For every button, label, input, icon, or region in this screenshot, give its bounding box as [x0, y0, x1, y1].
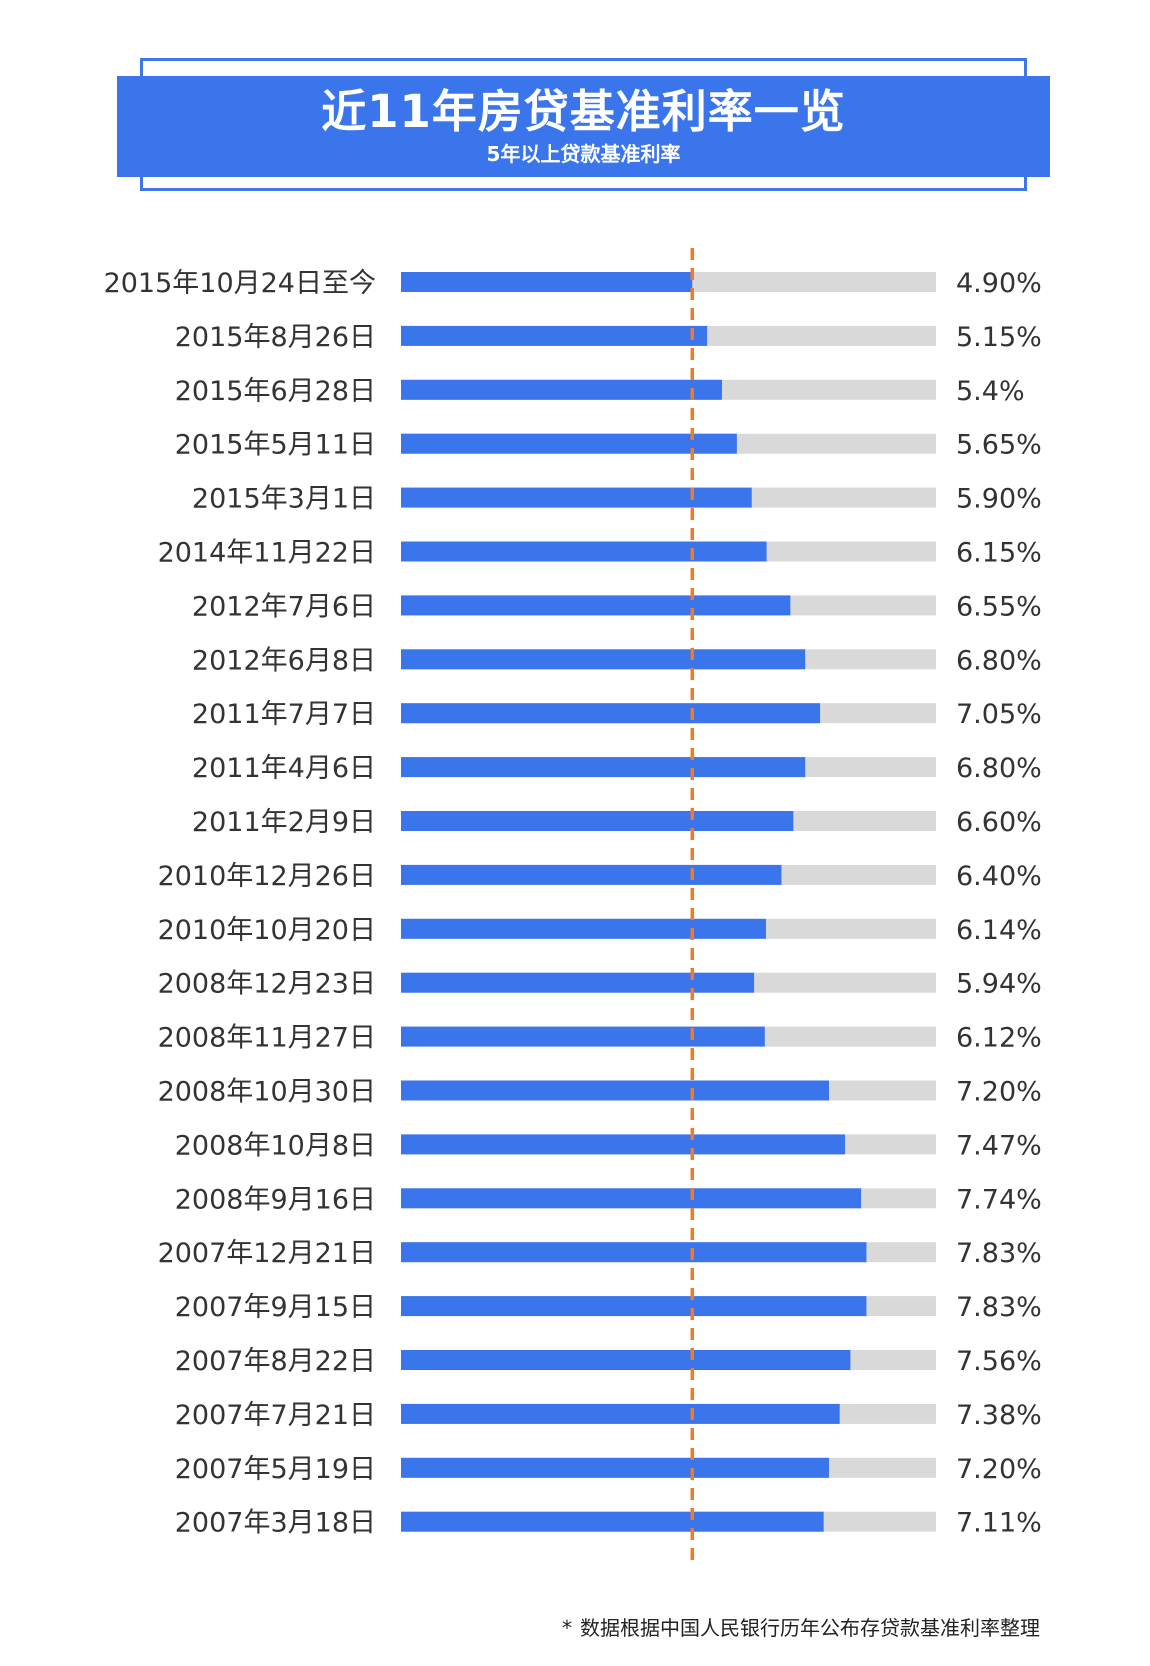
- value-label: 6.55%: [956, 591, 1042, 622]
- footnote: * 数据根据中国人民银行历年公布存贷款基准利率整理: [562, 1612, 1040, 1641]
- category-label: 2007年12月21日: [158, 1238, 376, 1269]
- value-label: 5.15%: [956, 322, 1042, 353]
- footnote-text: 数据根据中国人民银行历年公布存贷款基准利率整理: [580, 1616, 1040, 1640]
- bar: [401, 272, 693, 292]
- bar: [401, 1403, 840, 1424]
- value-label: 7.83%: [956, 1238, 1042, 1269]
- category-label: 2015年6月28日: [175, 376, 376, 407]
- category-label: 2012年7月6日: [192, 591, 376, 622]
- bar: [401, 1350, 851, 1370]
- bar: [401, 1242, 867, 1263]
- category-label: 2014年11月22日: [158, 538, 376, 569]
- category-label: 2010年12月26日: [158, 861, 376, 892]
- category-label: 2008年10月8日: [175, 1130, 376, 1161]
- bar: [401, 972, 755, 993]
- value-label: 7.47%: [956, 1130, 1042, 1161]
- bar: [401, 1080, 829, 1101]
- category-label: 2015年5月11日: [175, 430, 376, 461]
- title-banner: 近11年房贷基准利率一览 5年以上贷款基准利率: [117, 76, 1050, 177]
- category-label: 2015年10月24日至今: [104, 268, 376, 299]
- chart-title: 近11年房贷基准利率一览: [321, 85, 846, 138]
- bar: [401, 757, 806, 778]
- category-label: 2008年10月30日: [158, 1077, 376, 1108]
- bar-chart: 2015年10月24日至今 4.90% 2015年8月26日 5.15% 2015年6月…: [104, 248, 1042, 1566]
- value-label: 6.60%: [956, 807, 1042, 838]
- value-label: 6.80%: [956, 645, 1042, 676]
- bar: [401, 487, 752, 508]
- category-label: 2007年3月18日: [175, 1508, 376, 1539]
- bar: [401, 1134, 846, 1155]
- category-label: 2011年4月6日: [192, 753, 376, 784]
- value-label: 6.12%: [956, 1023, 1042, 1054]
- bar: [401, 703, 821, 724]
- value-label: 4.90%: [956, 268, 1042, 299]
- value-label: 7.56%: [956, 1346, 1042, 1377]
- category-label: 2011年7月7日: [192, 699, 376, 730]
- category-label: 2007年5月19日: [175, 1454, 376, 1485]
- value-label: 7.38%: [956, 1400, 1042, 1431]
- value-label: 7.20%: [956, 1077, 1042, 1108]
- category-label: 2010年10月20日: [158, 915, 376, 946]
- bar: [401, 918, 766, 939]
- category-label: 2008年9月16日: [175, 1184, 376, 1215]
- value-label: 7.74%: [956, 1184, 1042, 1215]
- bar: [401, 379, 722, 400]
- bar: [401, 595, 791, 616]
- bar: [401, 1296, 867, 1317]
- category-label: 2015年8月26日: [175, 322, 376, 353]
- bar: [401, 811, 794, 831]
- value-label: 6.80%: [956, 753, 1042, 784]
- bar: [401, 1457, 829, 1478]
- chart-subtitle: 5年以上贷款基准利率: [486, 142, 681, 166]
- bar: [401, 541, 767, 562]
- bar: [401, 649, 806, 670]
- bar: [401, 864, 782, 885]
- category-label: 2012年6月8日: [192, 645, 376, 676]
- value-label: 5.90%: [956, 484, 1042, 515]
- category-label: 2007年8月22日: [175, 1346, 376, 1377]
- bar: [401, 1511, 824, 1532]
- bar: [401, 433, 737, 454]
- value-label: 6.40%: [956, 861, 1042, 892]
- value-label: 7.20%: [956, 1454, 1042, 1485]
- bar: [401, 325, 708, 346]
- footnote-marker: *: [562, 1616, 572, 1640]
- value-label: 7.11%: [956, 1508, 1042, 1539]
- value-label: 5.4%: [956, 376, 1025, 407]
- bar: [401, 1026, 765, 1047]
- value-label: 5.65%: [956, 430, 1042, 461]
- value-label: 7.05%: [956, 699, 1042, 730]
- bar: [401, 1188, 862, 1209]
- category-label: 2007年9月15日: [175, 1292, 376, 1323]
- value-label: 6.14%: [956, 915, 1042, 946]
- value-label: 5.94%: [956, 969, 1042, 1000]
- category-label: 2015年3月1日: [192, 484, 376, 515]
- value-label: 6.15%: [956, 538, 1042, 569]
- category-label: 2011年2月9日: [192, 807, 376, 838]
- category-label: 2008年12月23日: [158, 969, 376, 1000]
- category-label: 2007年7月21日: [175, 1400, 376, 1431]
- category-label: 2008年11月27日: [158, 1023, 376, 1054]
- value-label: 7.83%: [956, 1292, 1042, 1323]
